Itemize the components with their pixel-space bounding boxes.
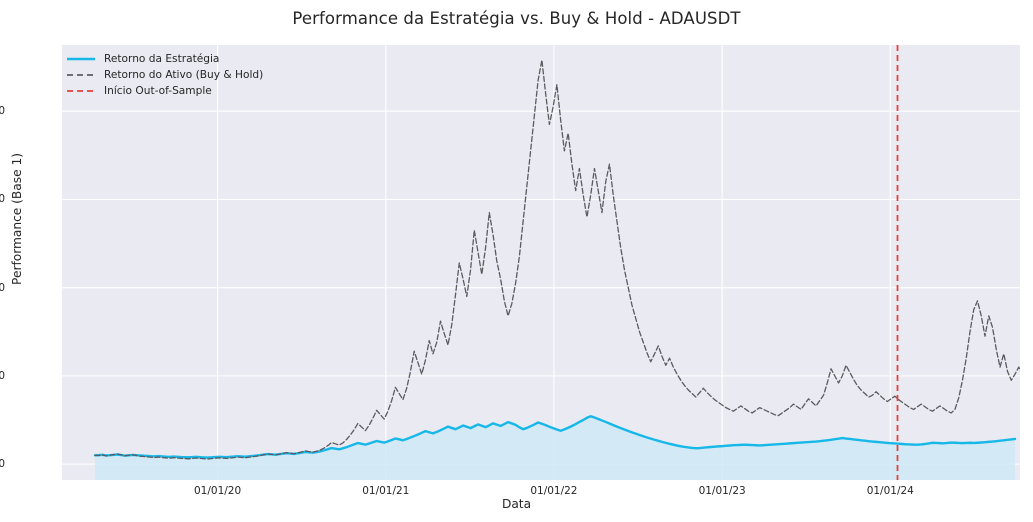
legend-swatch-icon xyxy=(67,74,95,76)
x-axis-label: Data xyxy=(501,497,532,511)
x-tick-label: 01/01/25 xyxy=(998,485,1033,497)
x-tick-label: 01/01/22 xyxy=(530,485,578,497)
page-title: Performance da Estratégia vs. Buy & Hold… xyxy=(292,9,741,28)
legend-item: Início Out-of-Sample xyxy=(66,84,263,98)
y-tick-label: 10000 xyxy=(0,369,5,382)
plot-area xyxy=(62,45,1020,480)
y-tick-label: 20000 xyxy=(0,281,5,294)
legend-item-label: Retorno da Estratégia xyxy=(104,53,220,65)
y-tick-label: 40000 xyxy=(0,105,5,118)
series-line-0 xyxy=(93,415,1017,459)
gridlines xyxy=(62,45,1020,480)
legend-item: Retorno do Ativo (Buy & Hold) xyxy=(66,68,263,82)
legend-item-label: Retorno do Ativo (Buy & Hold) xyxy=(104,69,264,81)
x-tick-label: 01/01/23 xyxy=(698,485,746,497)
x-tick-label: 01/01/24 xyxy=(866,485,914,497)
legend-swatch-icon xyxy=(67,57,95,61)
y-axis-label: Performance (Base 1) xyxy=(10,153,24,285)
x-tick-label: 01/01/20 xyxy=(193,485,242,497)
x-tick-label: 01/01/21 xyxy=(362,485,410,497)
y-tick-label: 30000 xyxy=(0,193,5,206)
legend-item-label: Início Out-of-Sample xyxy=(104,85,212,97)
legend-swatch-icon xyxy=(67,90,95,92)
series-fill-0 xyxy=(95,416,1016,480)
series-line-1 xyxy=(94,59,1020,460)
chart-legend: Retorno da Estratégia Retorno do Ativo (B… xyxy=(62,48,270,103)
plot-svg xyxy=(62,45,1020,480)
legend-item: Retorno da Estratégia xyxy=(66,52,263,66)
y-tick-label: 0 xyxy=(0,458,5,471)
series-lines xyxy=(93,59,1020,460)
strategy-area-fill xyxy=(95,416,1016,480)
